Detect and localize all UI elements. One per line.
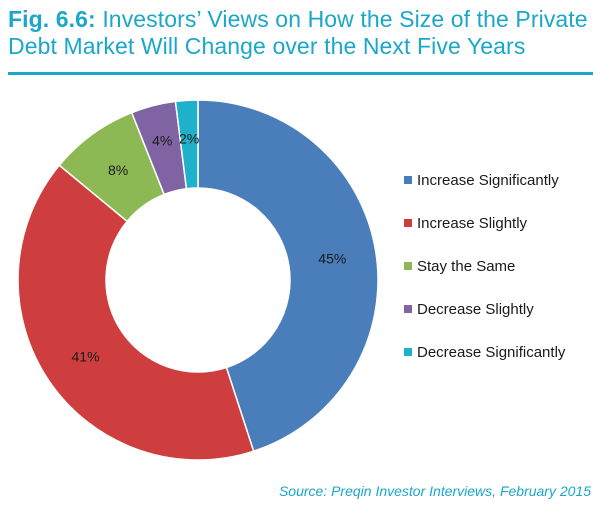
legend-label-decrease-significantly: Decrease Significantly <box>417 344 566 361</box>
legend-swatch-stay-the-same <box>404 262 412 270</box>
title-line-1: Investors’ Views on How the Size of the … <box>102 6 588 32</box>
slice-label-increase-slightly: 41% <box>72 348 100 364</box>
legend-label-stay-the-same: Stay the Same <box>417 258 515 275</box>
title-divider <box>8 72 593 75</box>
legend-swatch-increase-slightly <box>404 219 412 227</box>
slice-label-decrease-slightly: 4% <box>152 133 172 149</box>
source-note: Source: Preqin Investor Interviews, Febr… <box>278 483 591 499</box>
title-line-2: Debt Market Will Change over the Next Fi… <box>8 33 526 59</box>
legend-swatch-decrease-significantly <box>404 348 412 356</box>
slice-increase-significantly <box>197 99 379 453</box>
legend-label-increase-significantly: Increase Significantly <box>417 172 559 189</box>
legend-swatch-increase-significantly <box>404 176 412 184</box>
slice-label-increase-significantly: 45% <box>318 251 346 267</box>
legend-label-decrease-slightly: Decrease Slightly <box>417 301 534 318</box>
figure-number: Fig. 6.6: <box>8 6 96 32</box>
slice-label-decrease-significantly: 2% <box>179 130 199 146</box>
slice-label-stay-the-same: 8% <box>108 162 128 178</box>
legend-label-increase-slightly: Increase Slightly <box>417 215 528 232</box>
slice-increase-slightly <box>17 164 255 461</box>
chart-title: Fig. 6.6: Investors’ Views on How the Si… <box>8 6 593 60</box>
slice-decrease-significantly <box>174 99 199 190</box>
legend-swatch-decrease-slightly <box>404 305 412 313</box>
